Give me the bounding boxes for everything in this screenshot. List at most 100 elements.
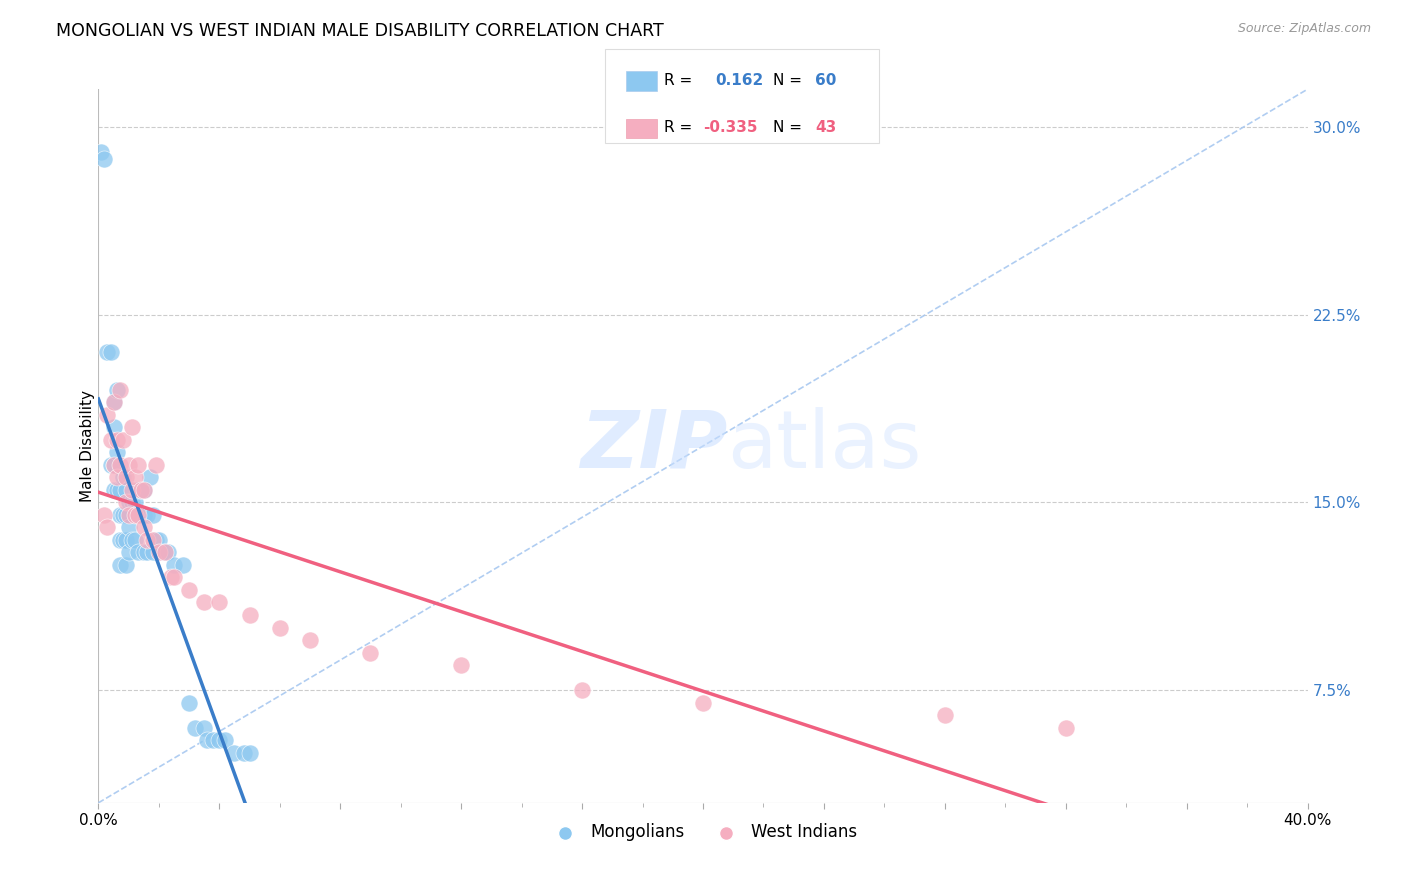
Point <box>124 533 146 547</box>
Point <box>108 458 131 472</box>
Point <box>96 345 118 359</box>
Point <box>132 483 155 497</box>
Text: R =: R = <box>664 73 697 87</box>
Point <box>114 495 136 509</box>
Point <box>202 733 225 747</box>
Point <box>142 508 165 522</box>
Point <box>142 533 165 547</box>
Point <box>108 533 131 547</box>
Point <box>93 153 115 167</box>
Point <box>135 508 157 522</box>
Point <box>127 508 149 522</box>
Point <box>108 383 131 397</box>
Point <box>103 420 125 434</box>
Point <box>108 558 131 572</box>
Point <box>105 470 128 484</box>
Point <box>239 746 262 760</box>
Point <box>100 433 122 447</box>
Point <box>114 508 136 522</box>
Point <box>108 483 131 497</box>
Point <box>179 696 201 710</box>
Point <box>195 733 218 747</box>
Point <box>163 570 186 584</box>
Point <box>692 696 714 710</box>
Text: N =: N = <box>773 120 807 135</box>
Point <box>111 433 134 447</box>
Point <box>111 533 134 547</box>
Point <box>108 508 131 522</box>
Point <box>179 582 201 597</box>
Text: -0.335: -0.335 <box>703 120 758 135</box>
Point <box>124 470 146 484</box>
Point <box>121 483 143 497</box>
Point <box>100 345 122 359</box>
Point <box>142 545 165 559</box>
Point <box>114 558 136 572</box>
Point <box>224 746 246 760</box>
Point <box>121 495 143 509</box>
Point <box>148 533 170 547</box>
Point <box>96 408 118 422</box>
Point <box>105 433 128 447</box>
Point <box>129 483 152 497</box>
Point <box>127 458 149 472</box>
Point <box>105 445 128 459</box>
Point <box>132 483 155 497</box>
Point <box>145 458 167 472</box>
Point <box>124 508 146 522</box>
Point <box>208 733 231 747</box>
Point <box>1054 721 1077 735</box>
Point <box>571 683 593 698</box>
Point <box>124 495 146 509</box>
Y-axis label: Male Disability: Male Disability <box>80 390 94 502</box>
Point <box>118 495 141 509</box>
Point <box>163 558 186 572</box>
Point <box>208 595 231 609</box>
Point <box>103 458 125 472</box>
Point <box>132 545 155 559</box>
Text: 0.162: 0.162 <box>716 73 763 87</box>
Point <box>103 483 125 497</box>
Point <box>139 470 162 484</box>
Point <box>150 545 173 559</box>
Point <box>145 533 167 547</box>
Point <box>114 483 136 497</box>
Point <box>103 458 125 472</box>
Point <box>450 658 472 673</box>
Point <box>111 508 134 522</box>
Point <box>114 533 136 547</box>
Point <box>153 545 176 559</box>
Point <box>232 746 254 760</box>
Point <box>103 395 125 409</box>
Point <box>269 621 291 635</box>
Point <box>160 570 183 584</box>
Point <box>127 545 149 559</box>
Point <box>100 458 122 472</box>
Point <box>148 545 170 559</box>
Point <box>103 395 125 409</box>
Point <box>135 533 157 547</box>
Point <box>105 483 128 497</box>
Point <box>132 508 155 522</box>
Point <box>96 520 118 534</box>
Point <box>121 420 143 434</box>
Text: ZIP: ZIP <box>579 407 727 485</box>
Point <box>239 607 262 622</box>
Text: MONGOLIAN VS WEST INDIAN MALE DISABILITY CORRELATION CHART: MONGOLIAN VS WEST INDIAN MALE DISABILITY… <box>56 22 664 40</box>
Point <box>93 508 115 522</box>
Point <box>114 470 136 484</box>
Point <box>153 545 176 559</box>
Point <box>193 721 215 735</box>
Legend: Mongolians, West Indians: Mongolians, West Indians <box>541 817 865 848</box>
Point <box>127 483 149 497</box>
Point <box>127 508 149 522</box>
Point <box>184 721 207 735</box>
Point <box>135 545 157 559</box>
Point <box>156 545 179 559</box>
Point <box>111 470 134 484</box>
Point <box>118 508 141 522</box>
Point <box>121 533 143 547</box>
Text: N =: N = <box>773 73 807 87</box>
Point <box>118 545 141 559</box>
Point <box>934 708 956 723</box>
